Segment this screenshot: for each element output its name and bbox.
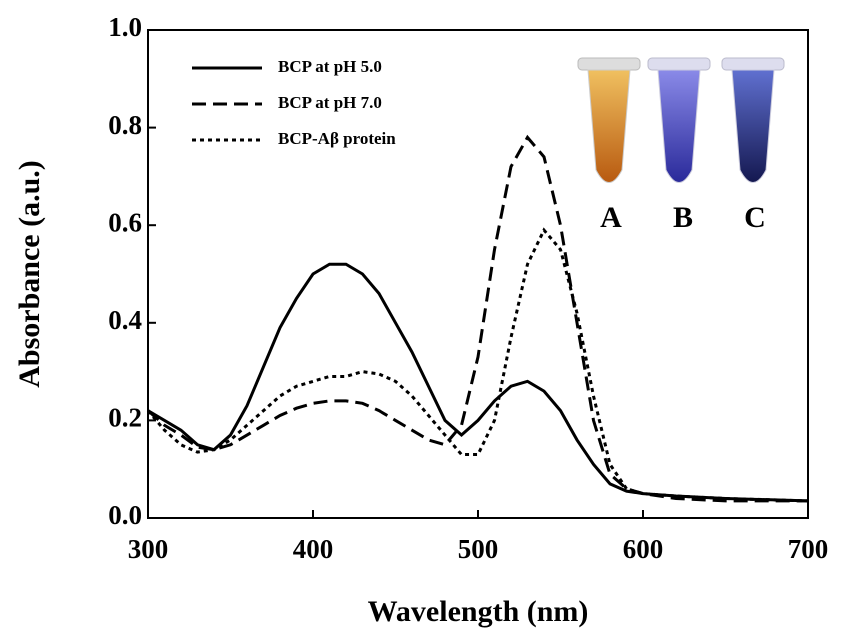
y-tick-label: 0.0 <box>108 500 142 530</box>
y-tick-label: 0.4 <box>108 305 142 335</box>
x-tick-label: 600 <box>623 534 664 564</box>
data-line <box>147 134 808 503</box>
x-tick-label: 300 <box>128 534 169 564</box>
x-tick-label: 400 <box>293 534 334 564</box>
inset-label: C <box>744 201 766 234</box>
x-tick-label: 700 <box>788 534 829 564</box>
legend-label: BCP-Aβ protein <box>278 129 396 148</box>
inset-label: A <box>600 201 622 234</box>
inset-photo <box>577 57 785 183</box>
x-tick-label: 500 <box>458 534 499 564</box>
y-tick-label: 0.8 <box>108 110 142 140</box>
data-line <box>146 227 809 503</box>
y-tick-label: 0.2 <box>108 403 142 433</box>
y-axis-label: Absorbance (a.u.) <box>13 160 46 388</box>
legend-label: BCP at pH 7.0 <box>278 93 382 112</box>
data-line <box>147 262 809 503</box>
x-axis-label: Wavelength (nm) <box>368 595 589 628</box>
inset-label: B <box>673 201 693 234</box>
y-tick-label: 0.6 <box>108 207 142 237</box>
legend-label: BCP at pH 5.0 <box>278 57 382 76</box>
y-tick-label: 1.0 <box>108 12 142 42</box>
